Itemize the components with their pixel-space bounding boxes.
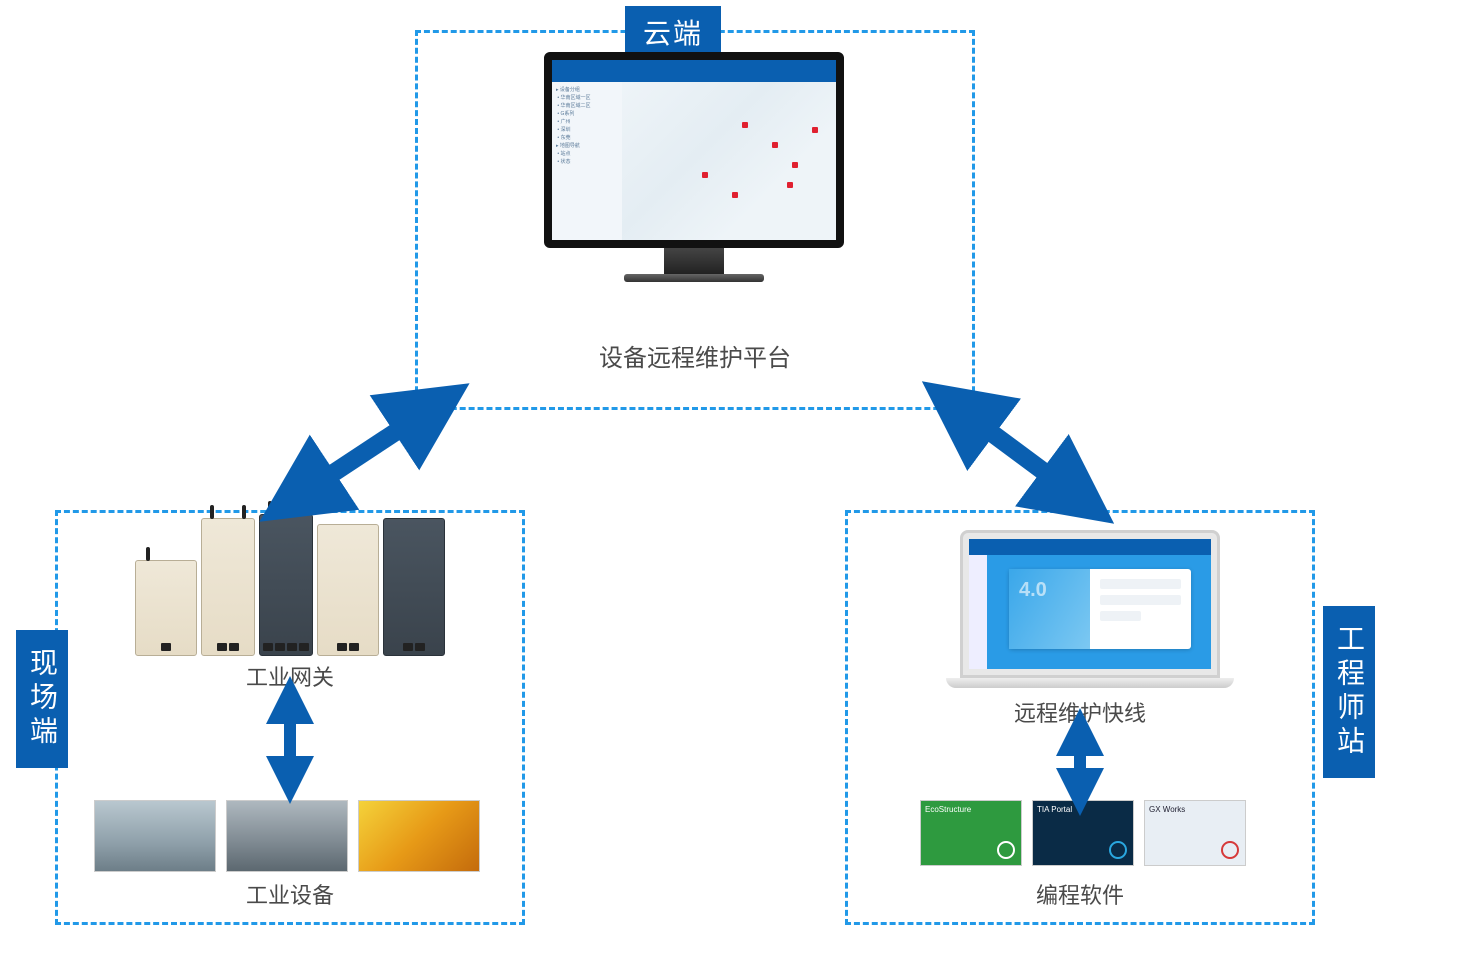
cloud-tag: 云端 [625, 6, 721, 58]
industry-caption: 工业设备 [55, 878, 525, 910]
arrow-cloud-engineer [958, 408, 1078, 497]
map-flag-icon [732, 192, 738, 198]
map-flag-icon [787, 182, 793, 188]
map-flag-icon [702, 172, 708, 178]
remote-caption: 远程维护快线 [845, 696, 1315, 728]
software-image-TIA Portal: TIA Portal [1032, 800, 1134, 866]
monitor-screen: ▸ 设备分组 • 华南区域一区 • 华南区域二区 • G系列 • 广州 • 深圳… [552, 60, 836, 240]
gateway-device [201, 518, 255, 656]
software-caption: 编程软件 [845, 878, 1315, 910]
arrow-cloud-field [297, 408, 432, 497]
map-flag-icon [772, 142, 778, 148]
antenna-icon [242, 505, 246, 519]
field-tag: 现场端 [16, 630, 68, 768]
antenna-icon [268, 501, 272, 515]
map-flag-icon [742, 122, 748, 128]
software-image-EcoStructure: EcoStructure [920, 800, 1022, 866]
industry-row [94, 800, 480, 872]
industry-image-silos [226, 800, 348, 872]
cloud-monitor: ▸ 设备分组 • 华南区域一区 • 华南区域二区 • G系列 • 广州 • 深圳… [544, 52, 844, 282]
software-image-GX Works: GX Works [1144, 800, 1246, 866]
gateway-caption: 工业网关 [55, 660, 525, 692]
industry-image-cranes [358, 800, 480, 872]
engineer-tag: 工程师站 [1323, 606, 1375, 778]
map-flag-icon [792, 162, 798, 168]
gateways-group [135, 520, 445, 656]
industry-image-water-treatment [94, 800, 216, 872]
gateway-device [259, 514, 313, 656]
antenna-icon [210, 505, 214, 519]
cloud-caption: 设备远程维护平台 [415, 338, 975, 373]
laptop-big-text: 4.0 [1019, 579, 1047, 602]
gateway-device [317, 524, 379, 656]
gateway-device [135, 560, 197, 656]
map-flag-icon [812, 127, 818, 133]
engineer-laptop: 4.0 [960, 530, 1220, 688]
software-row: EcoStructureTIA PortalGX Works [920, 800, 1246, 866]
gateway-device [383, 518, 445, 656]
antenna-icon [146, 547, 150, 561]
